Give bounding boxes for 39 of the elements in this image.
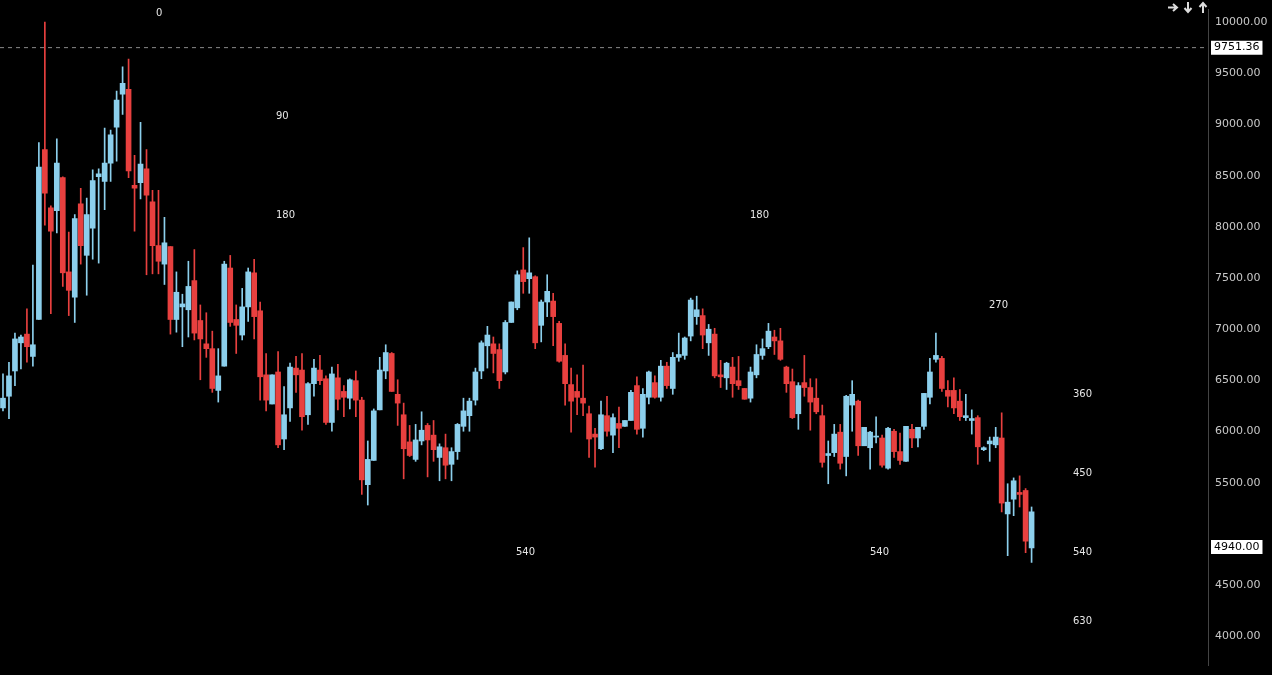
candlestick — [30, 264, 36, 367]
y-tick-label: 6500.00 — [1215, 373, 1261, 387]
candlestick — [544, 274, 551, 317]
annotation: 540 — [516, 545, 536, 557]
y-tick-label: 4500.00 — [1215, 577, 1261, 591]
candlestick — [825, 440, 832, 485]
annotation: 180 — [750, 208, 770, 220]
annotation: 360 — [1073, 387, 1093, 399]
y-tick-label: 10000.00 — [1215, 15, 1268, 29]
candlestick — [526, 237, 533, 294]
y-tick-label: 8500.00 — [1215, 168, 1261, 182]
y-tick-label: 5500.00 — [1215, 475, 1261, 489]
candlestick — [24, 308, 30, 363]
y-tick-label: 8000.00 — [1215, 219, 1261, 233]
candlestick — [520, 247, 527, 294]
y-tick-label: 9000.00 — [1215, 117, 1261, 131]
annotation: 450 — [1073, 466, 1093, 478]
y-tick-label: 9500.00 — [1215, 66, 1261, 80]
candlestick — [616, 406, 622, 449]
annotation: 90 — [276, 109, 289, 121]
annotation: 270 — [989, 298, 1009, 310]
y-tick-label: 4000.00 — [1215, 629, 1261, 643]
candlestick — [968, 409, 975, 435]
annotation: 630 — [1073, 614, 1093, 626]
annotation: 540 — [870, 545, 890, 557]
candlestick — [933, 332, 939, 363]
annotation: 540 — [1073, 545, 1093, 557]
y-tick-label: 7500.00 — [1215, 270, 1261, 284]
candlestick — [42, 21, 48, 226]
candlestick — [580, 364, 586, 417]
annotation: 180 — [276, 208, 296, 220]
candlestick — [48, 205, 54, 314]
y-tick-label: 7000.00 — [1215, 322, 1261, 336]
ref-line-label: 9751.36 — [1214, 40, 1260, 54]
text: 4940.00 — [1214, 539, 1260, 553]
annotation: 0 — [156, 6, 163, 18]
candlestick — [394, 379, 401, 426]
y-tick-label: 6000.00 — [1215, 424, 1261, 438]
candlestick — [962, 393, 969, 421]
